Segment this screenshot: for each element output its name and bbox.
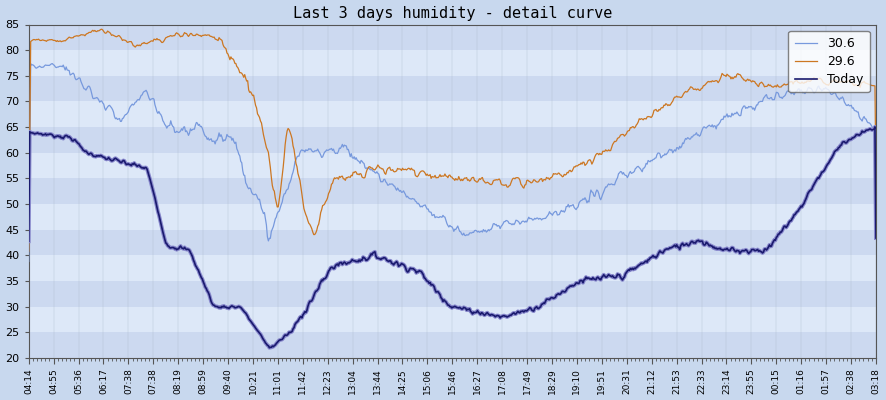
- 29.6: [699, 83, 710, 88]
- 30.6: [159, 122, 170, 127]
- Bar: [28, 204, 876, 230]
- Today: [108, 158, 119, 162]
- Bar: [28, 230, 876, 256]
- Today: [870, 124, 881, 129]
- Bar: [28, 256, 876, 281]
- Bar: [28, 76, 876, 102]
- Bar: [28, 178, 876, 204]
- Today: [569, 283, 579, 288]
- 30.6: [699, 124, 710, 129]
- Today: [115, 160, 126, 165]
- Today: [699, 243, 710, 248]
- Today: [23, 239, 34, 244]
- 30.6: [109, 114, 120, 119]
- 30.6: [569, 205, 579, 210]
- Legend: 30.6, 29.6, Today: 30.6, 29.6, Today: [789, 31, 870, 92]
- Bar: [28, 153, 876, 178]
- Line: 30.6: 30.6: [28, 64, 876, 262]
- 30.6: [23, 259, 34, 264]
- Line: 29.6: 29.6: [28, 29, 876, 251]
- 29.6: [159, 37, 170, 42]
- Line: Today: Today: [28, 127, 876, 348]
- Bar: [28, 307, 876, 332]
- Bar: [28, 24, 876, 50]
- Today: [159, 234, 169, 238]
- 29.6: [97, 27, 107, 32]
- Bar: [28, 102, 876, 127]
- 29.6: [165, 34, 175, 38]
- 30.6: [871, 209, 882, 214]
- Bar: [28, 50, 876, 76]
- Title: Last 3 days humidity - detail curve: Last 3 days humidity - detail curve: [292, 6, 612, 20]
- Bar: [28, 332, 876, 358]
- 29.6: [23, 249, 34, 254]
- Bar: [28, 127, 876, 153]
- Today: [163, 244, 174, 249]
- 29.6: [569, 164, 579, 169]
- 29.6: [116, 36, 127, 41]
- 30.6: [165, 123, 175, 128]
- Today: [264, 345, 275, 350]
- 29.6: [871, 176, 882, 181]
- Bar: [28, 281, 876, 307]
- 30.6: [47, 61, 58, 66]
- Today: [871, 236, 882, 240]
- 29.6: [109, 34, 120, 38]
- 30.6: [116, 119, 127, 124]
